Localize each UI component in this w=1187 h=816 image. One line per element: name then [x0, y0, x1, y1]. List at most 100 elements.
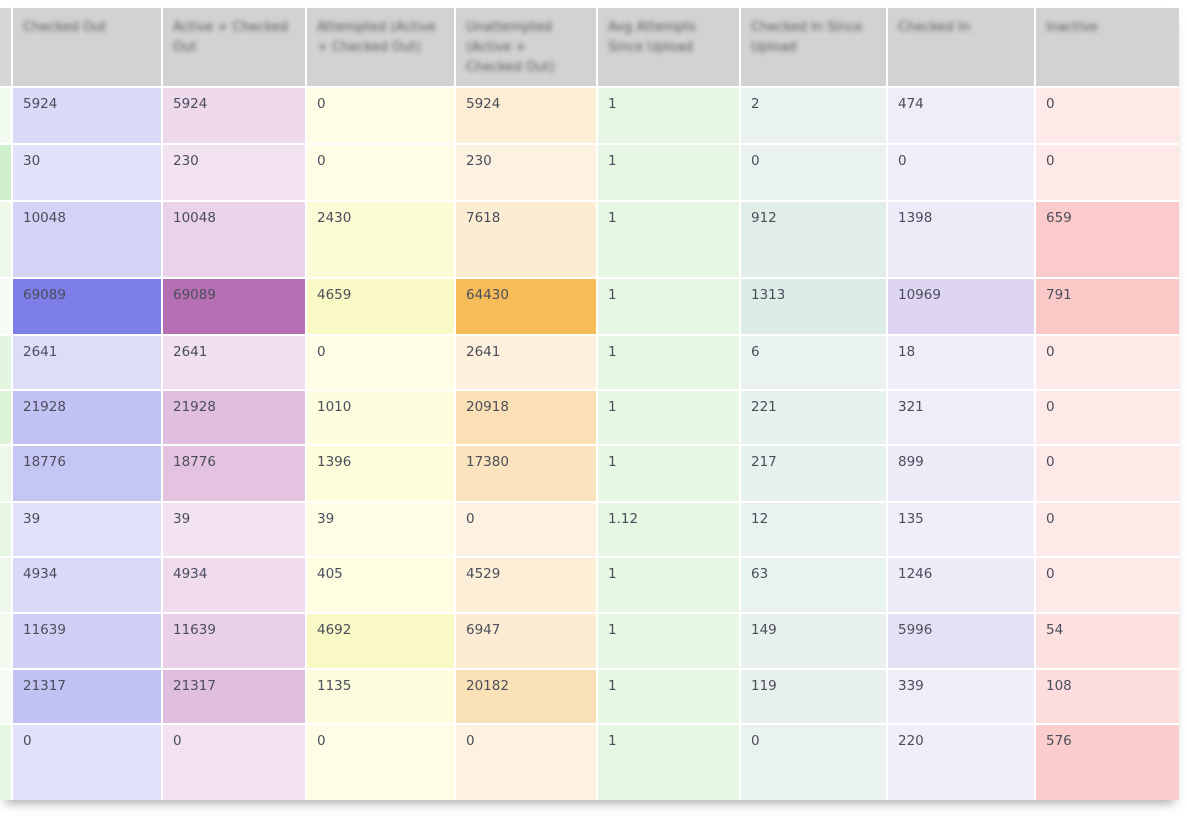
cell-r1-c3: 230 — [456, 145, 596, 200]
column-header-4[interactable]: Avg Attempts Since Upload — [598, 8, 739, 86]
cell-r5-c0: 21928 — [13, 391, 161, 444]
cell-r5-c4: 1 — [598, 391, 739, 444]
cell-r6-c5: 217 — [741, 446, 886, 501]
cell-r2-c6: 1398 — [888, 202, 1034, 277]
heatmap-table: Checked Out Active + Checked Out Attempted… — [0, 8, 1179, 800]
cell-r0-c2: 0 — [307, 88, 454, 143]
cell-r0-c0: 5924 — [13, 88, 161, 143]
cell-r1-c1: 230 — [163, 145, 305, 200]
row-left-sliver — [0, 279, 11, 334]
cell-r2-c7: 659 — [1036, 202, 1179, 277]
cell-r10-c0: 21317 — [13, 670, 161, 723]
cell-r8-c0: 4934 — [13, 558, 161, 612]
column-header-label: Checked In — [898, 20, 970, 35]
cell-r4-c3: 2641 — [456, 336, 596, 389]
cell-r5-c2: 1010 — [307, 391, 454, 444]
cell-r3-c5: 1313 — [741, 279, 886, 334]
cell-r10-c1: 21317 — [163, 670, 305, 723]
column-header-label: Checked Out — [23, 20, 107, 35]
cell-r6-c4: 1 — [598, 446, 739, 501]
cell-r5-c5: 221 — [741, 391, 886, 444]
cell-r11-c6: 220 — [888, 725, 1034, 800]
cell-r9-c2: 4692 — [307, 614, 454, 668]
cell-r4-c7: 0 — [1036, 336, 1179, 389]
cell-r9-c0: 11639 — [13, 614, 161, 668]
cell-r9-c7: 54 — [1036, 614, 1179, 668]
row-left-sliver — [0, 446, 11, 501]
cell-r3-c0: 69089 — [13, 279, 161, 334]
row-left-sliver — [0, 503, 11, 556]
cell-r8-c1: 4934 — [163, 558, 305, 612]
cell-r2-c5: 912 — [741, 202, 886, 277]
cell-r10-c5: 119 — [741, 670, 886, 723]
cell-r3-c2: 4659 — [307, 279, 454, 334]
cell-r5-c3: 20918 — [456, 391, 596, 444]
cell-r10-c4: 1 — [598, 670, 739, 723]
cell-r8-c5: 63 — [741, 558, 886, 612]
cell-r7-c6: 135 — [888, 503, 1034, 556]
cell-r1-c5: 0 — [741, 145, 886, 200]
column-header-label: Checked In Since Upload — [751, 20, 863, 56]
cell-r10-c3: 20182 — [456, 670, 596, 723]
cell-r3-c4: 1 — [598, 279, 739, 334]
cell-r1-c6: 0 — [888, 145, 1034, 200]
column-header-5[interactable]: Checked In Since Upload — [741, 8, 886, 86]
cell-r3-c3: 64430 — [456, 279, 596, 334]
cell-r2-c2: 2430 — [307, 202, 454, 277]
cell-r5-c7: 0 — [1036, 391, 1179, 444]
cell-r2-c0: 10048 — [13, 202, 161, 277]
cell-r6-c7: 0 — [1036, 446, 1179, 501]
cell-r9-c4: 1 — [598, 614, 739, 668]
cell-r1-c4: 1 — [598, 145, 739, 200]
column-header-2[interactable]: Attempted (Active + Checked Out) — [307, 8, 454, 86]
cell-r1-c7: 0 — [1036, 145, 1179, 200]
cell-r7-c0: 39 — [13, 503, 161, 556]
cell-r2-c1: 10048 — [163, 202, 305, 277]
row-left-sliver — [0, 670, 11, 723]
cell-r9-c1: 11639 — [163, 614, 305, 668]
cell-r5-c6: 321 — [888, 391, 1034, 444]
cell-r8-c7: 0 — [1036, 558, 1179, 612]
header-left-sliver — [0, 8, 11, 86]
cell-r8-c3: 4529 — [456, 558, 596, 612]
cell-r0-c5: 2 — [741, 88, 886, 143]
cell-r0-c6: 474 — [888, 88, 1034, 143]
column-header-1[interactable]: Active + Checked Out — [163, 8, 305, 86]
row-left-sliver — [0, 614, 11, 668]
row-left-sliver — [0, 336, 11, 389]
cell-r11-c2: 0 — [307, 725, 454, 800]
row-left-sliver — [0, 391, 11, 444]
cell-r7-c2: 39 — [307, 503, 454, 556]
cell-r11-c1: 0 — [163, 725, 305, 800]
column-header-label: Inactive — [1046, 20, 1098, 35]
cell-r11-c7: 576 — [1036, 725, 1179, 800]
cell-r9-c6: 5996 — [888, 614, 1034, 668]
cell-r7-c7: 0 — [1036, 503, 1179, 556]
row-left-sliver — [0, 725, 11, 800]
cell-r0-c1: 5924 — [163, 88, 305, 143]
row-left-sliver — [0, 558, 11, 612]
column-header-label: Active + Checked Out — [173, 20, 289, 56]
column-header-7[interactable]: Inactive — [1036, 8, 1179, 86]
column-header-label: Avg Attempts Since Upload — [608, 20, 696, 56]
cell-r3-c6: 10969 — [888, 279, 1034, 334]
cell-r4-c1: 2641 — [163, 336, 305, 389]
cell-r7-c5: 12 — [741, 503, 886, 556]
cell-r4-c0: 2641 — [13, 336, 161, 389]
cell-r9-c5: 149 — [741, 614, 886, 668]
cell-r2-c4: 1 — [598, 202, 739, 277]
cell-r11-c3: 0 — [456, 725, 596, 800]
cell-r10-c6: 339 — [888, 670, 1034, 723]
row-left-sliver — [0, 202, 11, 277]
column-header-6[interactable]: Checked In — [888, 8, 1034, 86]
column-header-0[interactable]: Checked Out — [13, 8, 161, 86]
cell-r5-c1: 21928 — [163, 391, 305, 444]
cell-r6-c1: 18776 — [163, 446, 305, 501]
cell-r6-c3: 17380 — [456, 446, 596, 501]
column-header-3[interactable]: Unattempted (Active + Checked Out) — [456, 8, 596, 86]
cell-r0-c4: 1 — [598, 88, 739, 143]
cell-r7-c1: 39 — [163, 503, 305, 556]
column-header-label: Attempted (Active + Checked Out) — [317, 20, 436, 56]
cell-r1-c0: 30 — [13, 145, 161, 200]
